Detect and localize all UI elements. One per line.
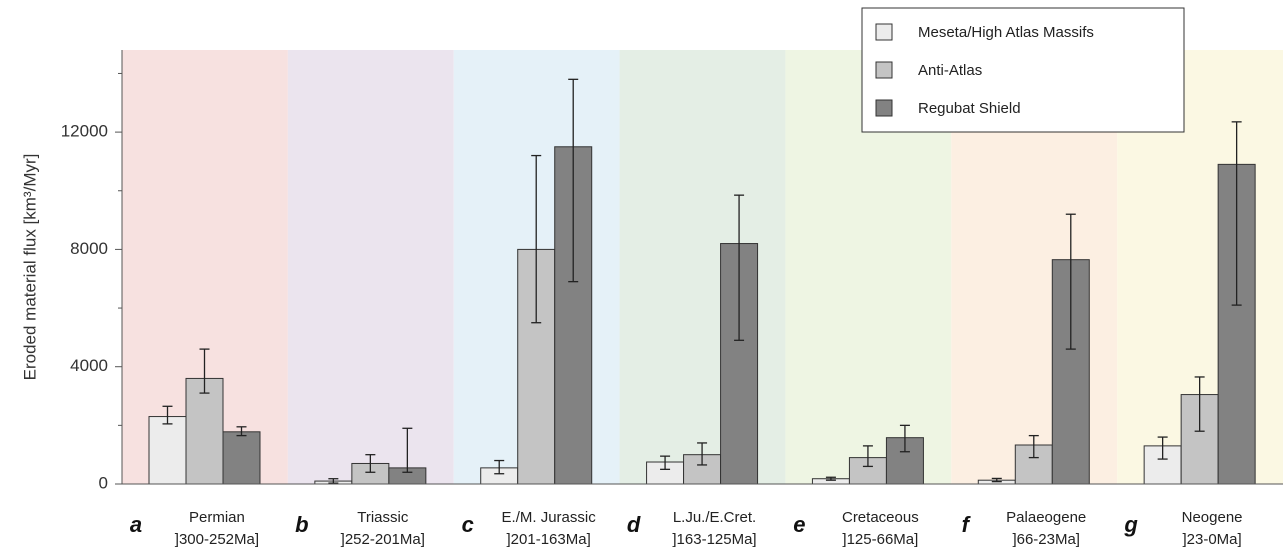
period-band-d [619, 50, 786, 484]
legend-swatch [875, 61, 893, 79]
period-band-b [287, 50, 454, 484]
period-name: Palaeogene [1006, 509, 1086, 526]
axes [121, 50, 1283, 485]
period-name: Cretaceous [842, 509, 919, 526]
legend: Meseta/High Atlas Massifs Anti-Atlas Regub… [861, 7, 1185, 133]
period-letter-c: c [462, 512, 474, 537]
period-letter-a: a [130, 512, 142, 537]
period-range: ]66-23Ma] [1012, 531, 1080, 548]
period-letter-d: d [627, 512, 641, 537]
y-tick-label: 4000 [70, 356, 108, 375]
period-name: Triassic [357, 509, 409, 526]
y-tick-label: 0 [99, 473, 108, 492]
period-name: L.Ju./E.Cret. [673, 509, 756, 526]
x-labels: a Permian ]300-252Ma] b Triassic ]252-201Ma] c… [130, 509, 1243, 548]
period-range: ]163-125Ma] [672, 531, 756, 548]
legend-label: Anti-Atlas [918, 62, 982, 79]
legend-box [861, 7, 1185, 133]
period-name: Permian [189, 509, 245, 526]
period-name: Neogene [1182, 509, 1243, 526]
y-tick-label: 8000 [70, 239, 108, 258]
period-range: ]125-66Ma] [842, 531, 918, 548]
legend-label: Meseta/High Atlas Massifs [918, 24, 1094, 41]
y-axis-title: Eroded material flux [km³/Myr] [20, 154, 39, 381]
period-range: ]201-163Ma] [507, 531, 591, 548]
period-range: ]300-252Ma] [175, 531, 259, 548]
bar-a-2 [185, 377, 224, 485]
period-letter-f: f [962, 512, 972, 537]
period-name: E./M. Jurassic [502, 509, 597, 526]
y-ticks: 0 4000 8000 12000 [61, 72, 122, 492]
bar-a-3 [222, 431, 261, 485]
y-tick-label: 12000 [61, 122, 108, 141]
period-range: ]23-0Ma] [1182, 531, 1241, 548]
period-letter-b: b [295, 512, 308, 537]
period-letter-e: e [793, 512, 805, 537]
bar-group [148, 78, 1256, 485]
bar-a-1 [148, 416, 187, 485]
period-letter-g: g [1123, 512, 1138, 537]
period-range: ]252-201Ma] [341, 531, 425, 548]
legend-label: Regubat Shield [918, 100, 1021, 117]
legend-swatch [875, 99, 893, 117]
legend-swatch [875, 23, 893, 41]
